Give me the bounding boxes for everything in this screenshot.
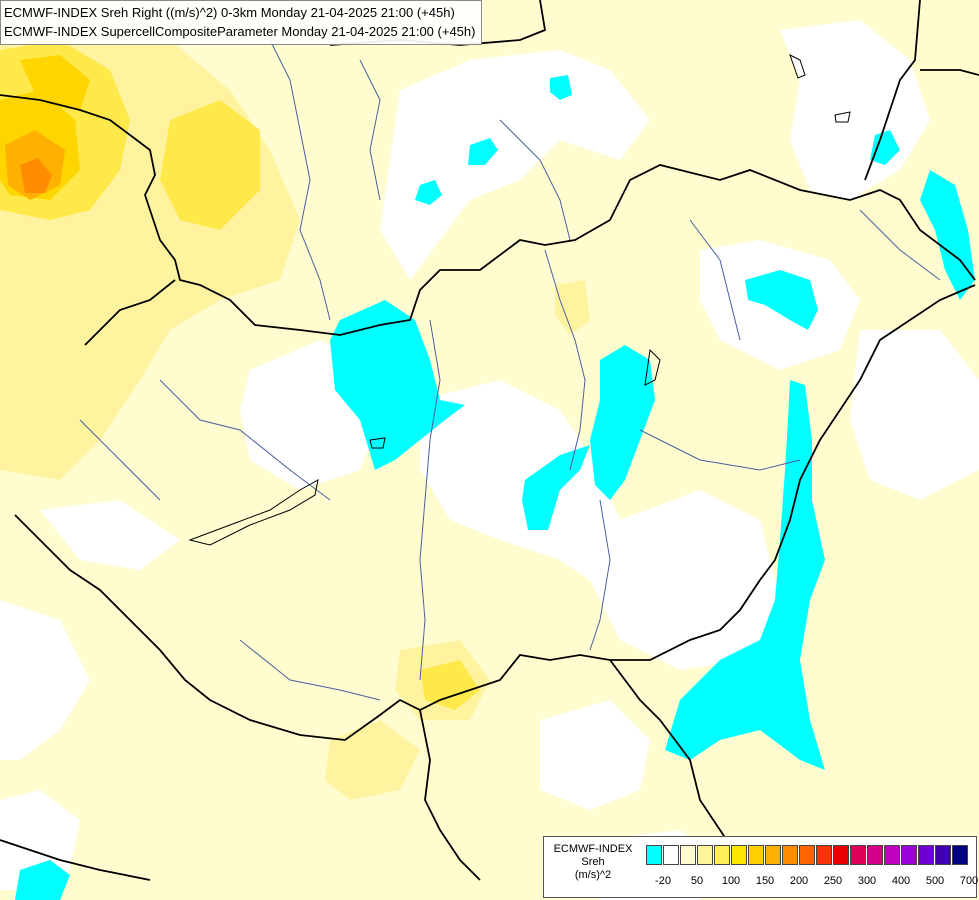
legend-swatch — [765, 845, 781, 865]
legend-swatch — [833, 845, 849, 865]
map-title-box: ECMWF-INDEX Sreh Right ((m/s)^2) 0-3km M… — [0, 0, 483, 45]
legend-swatch — [850, 845, 866, 865]
legend-label: ECMWF-INDEX Sreh (m/s)^2 — [544, 843, 642, 882]
legend-swatch — [799, 845, 815, 865]
legend-ticks: -20 50 100 150 200 250 300 400 500 700 — [646, 875, 978, 889]
legend-swatch — [748, 845, 764, 865]
legend-swatch — [697, 845, 713, 865]
legend-swatch — [901, 845, 917, 865]
legend-swatch — [663, 845, 679, 865]
legend-swatch — [884, 845, 900, 865]
legend-tick-label: 150 — [755, 875, 775, 887]
cyan-zones — [15, 75, 975, 900]
legend-swatch — [918, 845, 934, 865]
legend-swatch — [782, 845, 798, 865]
legend-swatch — [867, 845, 883, 865]
country-borders — [0, 0, 979, 881]
color-legend: ECMWF-INDEX Sreh (m/s)^2 -20 50 100 150 200 2… — [543, 836, 978, 898]
legend-line-1: ECMWF-INDEX — [553, 843, 633, 855]
legend-tick-label: -20 — [655, 875, 671, 887]
legend-tick-label: 500 — [925, 875, 945, 887]
lakes — [188, 54, 851, 546]
title-line-2: ECMWF-INDEX SupercellCompositeParameter … — [4, 24, 476, 39]
legend-tick-label: 700 — [959, 875, 979, 887]
legend-swatch — [714, 845, 730, 865]
legend-tick-label: 400 — [891, 875, 911, 887]
rivers — [79, 39, 941, 701]
legend-swatch — [731, 845, 747, 865]
legend-swatch — [680, 845, 696, 865]
legend-tick-label: 100 — [721, 875, 741, 887]
legend-line-2: Sreh — [581, 856, 605, 868]
legend-tick-label: 300 — [857, 875, 877, 887]
legend-swatch — [816, 845, 832, 865]
legend-tick-label: 250 — [823, 875, 843, 887]
legend-swatch — [935, 845, 951, 865]
legend-swatch — [646, 845, 662, 865]
legend-tick-label: 50 — [690, 875, 704, 887]
title-line-1: ECMWF-INDEX Sreh Right ((m/s)^2) 0-3km M… — [4, 5, 455, 20]
legend-tick-label: 200 — [789, 875, 809, 887]
legend-line-3: (m/s)^2 — [574, 869, 612, 881]
orange-zones — [5, 130, 65, 200]
legend-swatch — [952, 845, 968, 865]
legend-swatches — [646, 845, 969, 865]
